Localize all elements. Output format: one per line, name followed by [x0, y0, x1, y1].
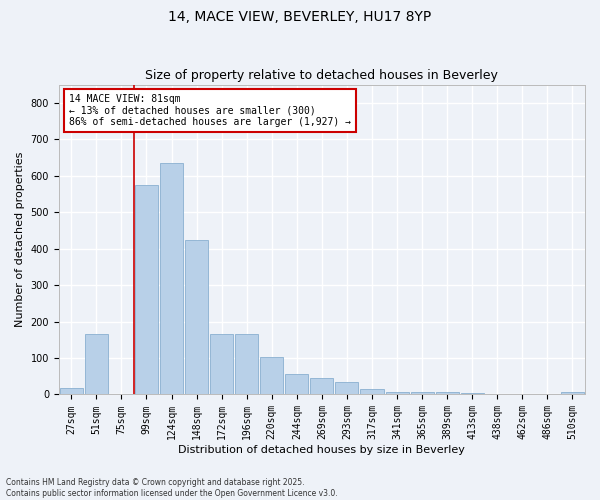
Bar — [410, 392, 434, 394]
Text: 14 MACE VIEW: 81sqm
← 13% of detached houses are smaller (300)
86% of semi-detac: 14 MACE VIEW: 81sqm ← 13% of detached ho… — [70, 94, 352, 127]
Bar — [335, 382, 358, 394]
Bar — [260, 358, 283, 395]
Bar — [85, 334, 108, 394]
Bar — [235, 334, 258, 394]
Text: Contains HM Land Registry data © Crown copyright and database right 2025.
Contai: Contains HM Land Registry data © Crown c… — [6, 478, 338, 498]
Bar — [561, 392, 584, 394]
Bar — [60, 388, 83, 394]
Bar — [436, 392, 459, 394]
Bar — [135, 185, 158, 394]
Bar — [185, 240, 208, 394]
X-axis label: Distribution of detached houses by size in Beverley: Distribution of detached houses by size … — [178, 445, 466, 455]
Bar — [386, 392, 409, 394]
Y-axis label: Number of detached properties: Number of detached properties — [15, 152, 25, 327]
Bar — [160, 163, 183, 394]
Bar — [210, 334, 233, 394]
Bar — [461, 392, 484, 394]
Text: 14, MACE VIEW, BEVERLEY, HU17 8YP: 14, MACE VIEW, BEVERLEY, HU17 8YP — [169, 10, 431, 24]
Bar — [286, 374, 308, 394]
Bar — [310, 378, 334, 394]
Bar — [361, 390, 383, 394]
Title: Size of property relative to detached houses in Beverley: Size of property relative to detached ho… — [145, 69, 499, 82]
